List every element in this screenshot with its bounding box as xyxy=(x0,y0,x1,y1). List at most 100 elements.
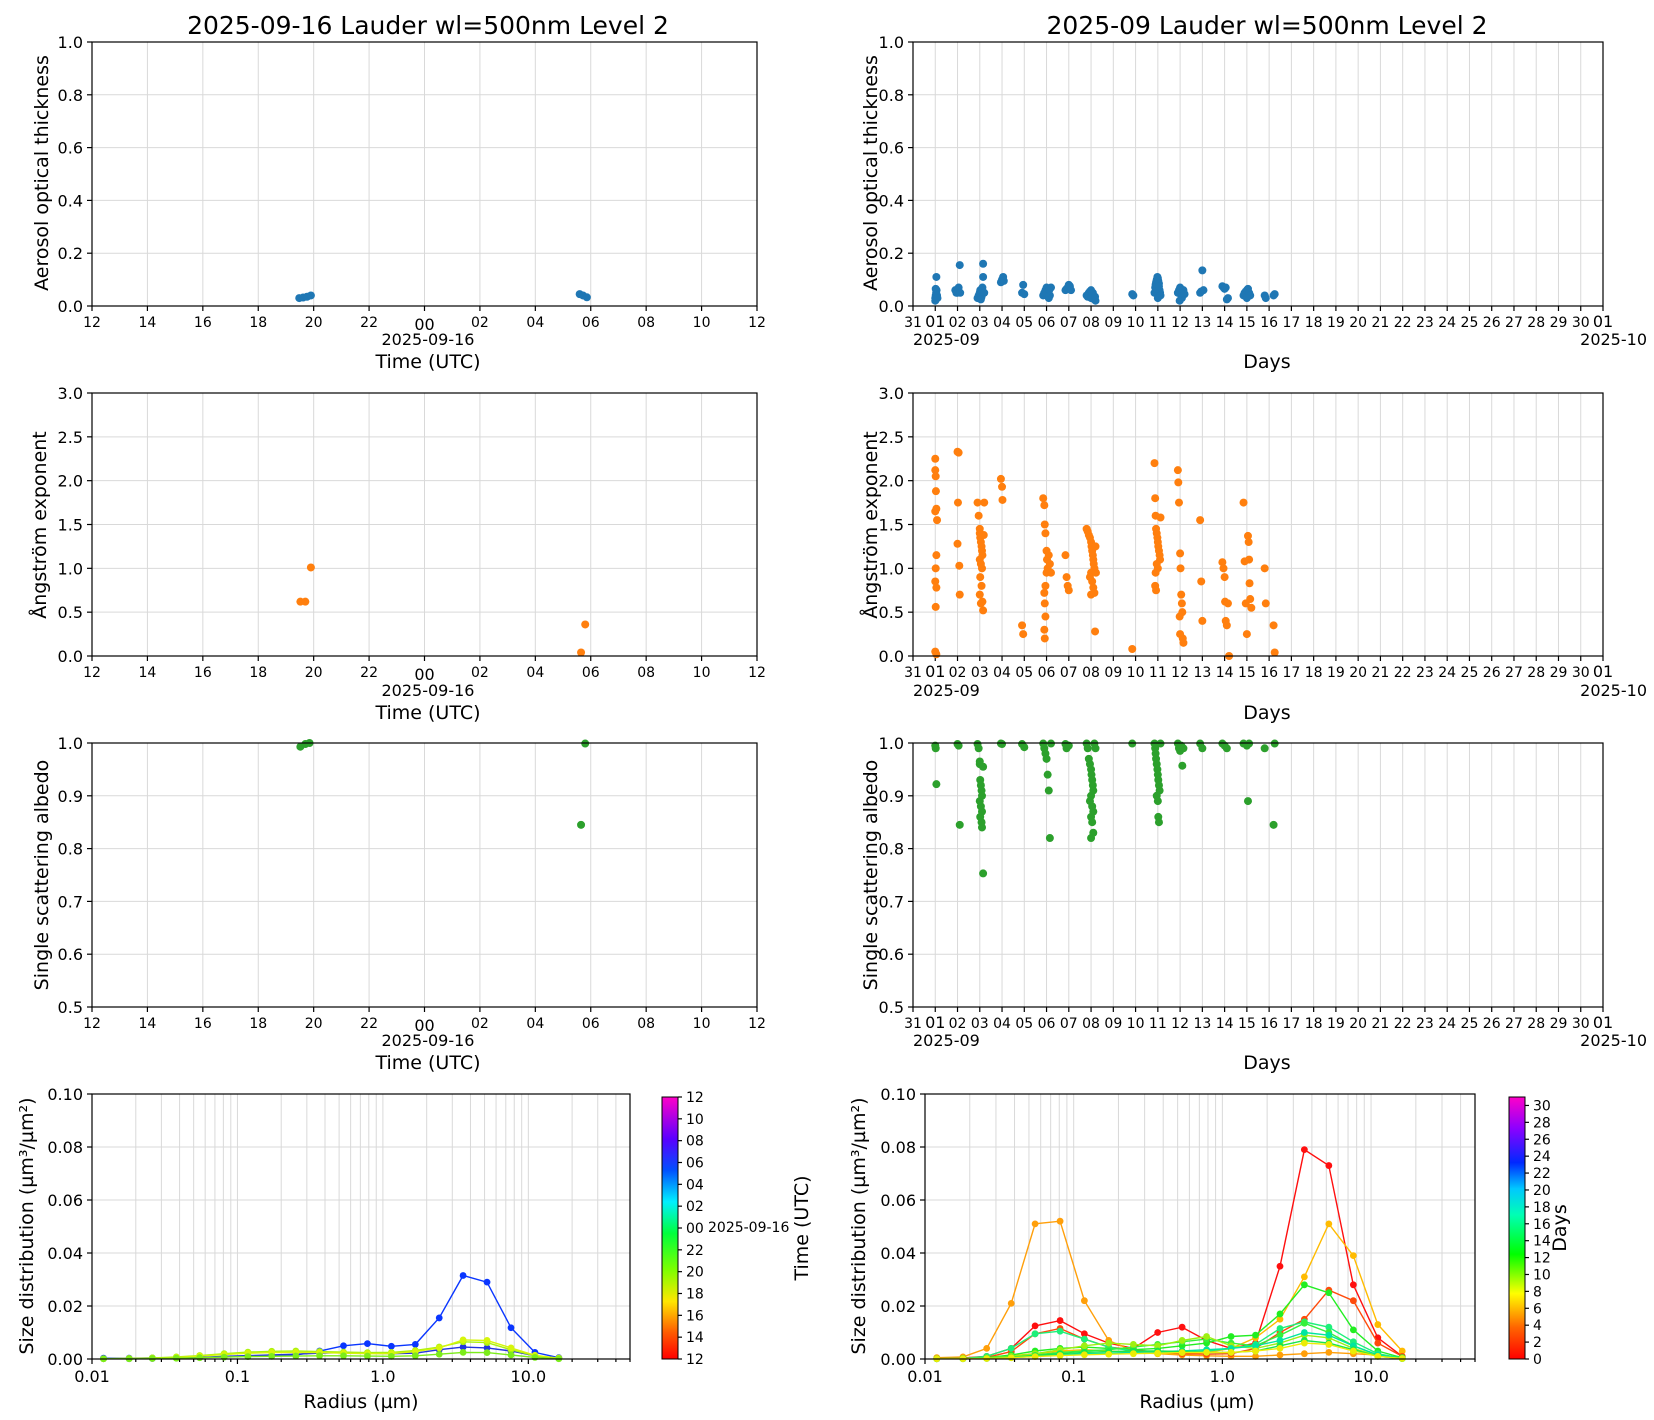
data-point xyxy=(1374,1352,1382,1360)
x-tick-label: 08 xyxy=(1082,1016,1100,1032)
data-point xyxy=(1056,1317,1064,1324)
y-tick-label: 0.8 xyxy=(879,86,904,105)
x-tick-label: 02 xyxy=(471,1016,489,1032)
colorbar-tick-label: 6 xyxy=(1533,1301,1542,1317)
x-tick-label: 16 xyxy=(194,315,212,331)
data-point xyxy=(1300,1146,1308,1154)
data-point xyxy=(979,869,988,878)
x-tick-label: 16 xyxy=(1260,665,1278,681)
data-point xyxy=(1044,786,1053,795)
y-tick-label: 0.06 xyxy=(880,1191,916,1210)
data-point xyxy=(932,780,941,789)
colorbar-tick-label: 06 xyxy=(686,1156,704,1172)
x-tick-label: 27 xyxy=(1505,1016,1523,1032)
data-point xyxy=(1260,744,1269,753)
y-tick-label: 1.0 xyxy=(58,559,83,578)
x-tick-label: 12 xyxy=(83,1016,101,1032)
x-start-label: 2025-09 xyxy=(913,330,980,349)
data-point xyxy=(1031,1330,1039,1338)
x-tick-label: 1.0 xyxy=(1210,1367,1235,1386)
data-point xyxy=(1105,1339,1113,1347)
x-tick-label: 12 xyxy=(1171,665,1189,681)
data-point xyxy=(1150,459,1159,468)
data-point xyxy=(577,648,586,657)
x-end-label: 2025-10 xyxy=(1580,681,1647,700)
data-point xyxy=(1080,1330,1088,1338)
colorbar-tick-label: 12 xyxy=(1533,1251,1551,1267)
data-point xyxy=(1031,1220,1039,1228)
x-tick-label: 04 xyxy=(993,665,1011,681)
x-tick-label: 04 xyxy=(993,315,1011,331)
data-point xyxy=(531,1354,539,1361)
data-point xyxy=(1242,630,1251,639)
plot-area: 0.00.20.40.60.81.031 01 02 03 04 05 06 07 08 09 10… xyxy=(879,33,1614,331)
x-date-label: 2025-09-16 xyxy=(382,681,475,700)
x-tick-label: 06 xyxy=(1038,665,1056,681)
data-point xyxy=(1007,1345,1015,1352)
data-point xyxy=(1198,616,1207,625)
data-point xyxy=(1325,1331,1333,1339)
data-point xyxy=(1090,588,1099,597)
data-point xyxy=(1261,599,1270,608)
y-tick-label: 1.0 xyxy=(879,33,904,52)
data-point xyxy=(1178,1349,1186,1357)
y-tick-label: 0.5 xyxy=(879,603,904,622)
x-tick-label: 20 xyxy=(1349,315,1367,331)
data-point xyxy=(1083,744,1092,753)
x-axis-label: Days xyxy=(1243,1052,1290,1074)
data-point xyxy=(1039,494,1048,503)
data-point xyxy=(316,1352,323,1360)
x-axis-label: Radius (µm) xyxy=(303,1391,418,1413)
panel-daily-sizedist: 0.00 0.02 0.04 0.06 0.08 0.10 0.01 0.1 1.0 10.0 R… xyxy=(16,1085,813,1413)
x-tick-label: 0.1 xyxy=(225,1367,250,1386)
data-point xyxy=(1198,744,1207,753)
y-tick-label: 2.0 xyxy=(58,472,83,491)
x-tick-label: 07 xyxy=(1060,1016,1078,1032)
x-tick-label: 10 xyxy=(693,1016,711,1032)
data-point xyxy=(1154,1342,1162,1350)
x-tick-label: 05 xyxy=(1015,665,1033,681)
y-axis-label: Ångström exponent xyxy=(859,431,882,619)
data-point xyxy=(1080,1297,1088,1305)
data-point xyxy=(483,1344,491,1352)
data-point xyxy=(1269,820,1278,829)
y-tick-label: 0.6 xyxy=(58,139,83,158)
data-point xyxy=(1325,1348,1333,1356)
data-point xyxy=(979,762,988,771)
data-point xyxy=(1219,564,1228,573)
data-point xyxy=(1019,630,1028,639)
series-line xyxy=(936,1334,1403,1360)
colorbar-tick-label: 30 xyxy=(1533,1098,1551,1114)
x-tick-label: 18 xyxy=(1305,1016,1323,1032)
x-tick-label: 20 xyxy=(305,315,323,331)
data-point xyxy=(1196,516,1205,525)
panel-daily-ssa: 0.5 0.6 0.7 0.8 0.9 1.0 12 14 16 18 20 22 00 02 04 06 08… xyxy=(31,734,766,1074)
data-point xyxy=(387,1342,395,1350)
x-tick-label: 06 xyxy=(582,315,600,331)
data-point xyxy=(292,1352,300,1360)
x-start-label: 2025-09 xyxy=(913,681,980,700)
panel-daily-aot: 2025-09-16 Lauder wl=500nm Level 2 0.00.… xyxy=(31,11,766,373)
data-point xyxy=(1042,754,1051,763)
plot-frame xyxy=(912,742,1604,1008)
x-tick-label: 10 xyxy=(1127,665,1145,681)
data-point xyxy=(1040,625,1049,634)
data-point xyxy=(1129,1350,1137,1358)
x-tick-label: 06 xyxy=(582,665,600,681)
y-tick-label: 1.5 xyxy=(58,516,83,535)
data-point xyxy=(1252,1342,1259,1350)
data-point xyxy=(1252,1352,1259,1360)
y-tick-label: 2.5 xyxy=(879,428,904,447)
y-tick-label: 2.0 xyxy=(879,472,904,491)
plot-frame xyxy=(91,742,758,1008)
data-point xyxy=(1260,564,1269,573)
data-point xyxy=(1325,1289,1333,1297)
x-tick-label: 05 xyxy=(1015,1016,1033,1032)
data-point xyxy=(1197,577,1206,586)
x-tick-label: 25 xyxy=(1461,1016,1479,1032)
data-point xyxy=(1325,1341,1333,1348)
data-point xyxy=(1245,579,1254,588)
x-tick-label: 22 xyxy=(360,1016,378,1032)
x-tick-label: 10 xyxy=(693,665,711,681)
colorbar-tick-label: 14 xyxy=(686,1330,704,1346)
